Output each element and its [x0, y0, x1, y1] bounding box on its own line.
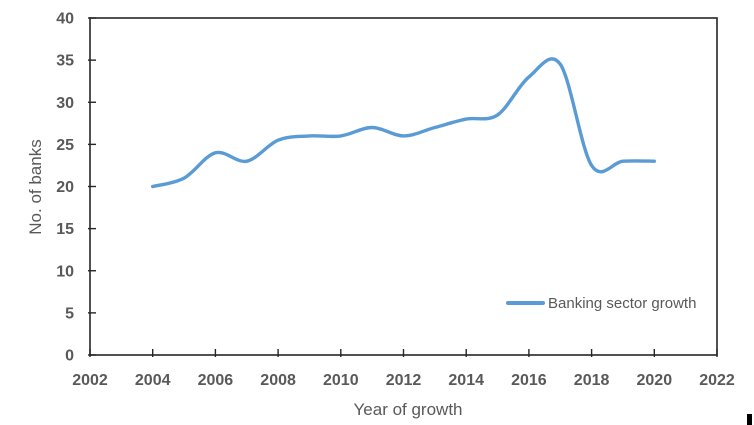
legend-line-swatch [506, 301, 545, 305]
x-tick-label: 2016 [511, 372, 547, 389]
y-tick-label: 35 [56, 53, 74, 70]
y-tick-label: 5 [65, 305, 74, 322]
x-axis-title: Year of growth [353, 400, 463, 419]
x-tick-label: 2020 [637, 372, 673, 389]
x-tick-label: 2018 [574, 372, 610, 389]
x-tick-label: 2010 [323, 372, 359, 389]
y-tick-label: 20 [56, 179, 74, 196]
x-tick-label: 2012 [386, 372, 422, 389]
y-axis-title: No. of banks [26, 139, 45, 235]
x-tick-label: 2004 [135, 372, 171, 389]
corner-artifact [747, 414, 752, 425]
x-tick-label: 2022 [699, 372, 735, 389]
y-tick-label: 0 [65, 348, 74, 365]
x-tick-label: 2002 [72, 372, 108, 389]
legend-label: Banking sector growth [548, 294, 697, 312]
x-tick-label: 2008 [260, 372, 296, 389]
y-tick-label: 10 [56, 263, 74, 280]
y-tick-label: 30 [56, 95, 74, 112]
y-tick-label: 40 [56, 11, 74, 28]
y-tick-label: 25 [56, 137, 74, 154]
series-line [151, 57, 656, 189]
x-tick-label: 2006 [198, 372, 234, 389]
y-tick-label: 15 [56, 221, 74, 238]
x-tick-label: 2014 [448, 372, 484, 389]
legend: Banking sector growth [506, 294, 697, 312]
